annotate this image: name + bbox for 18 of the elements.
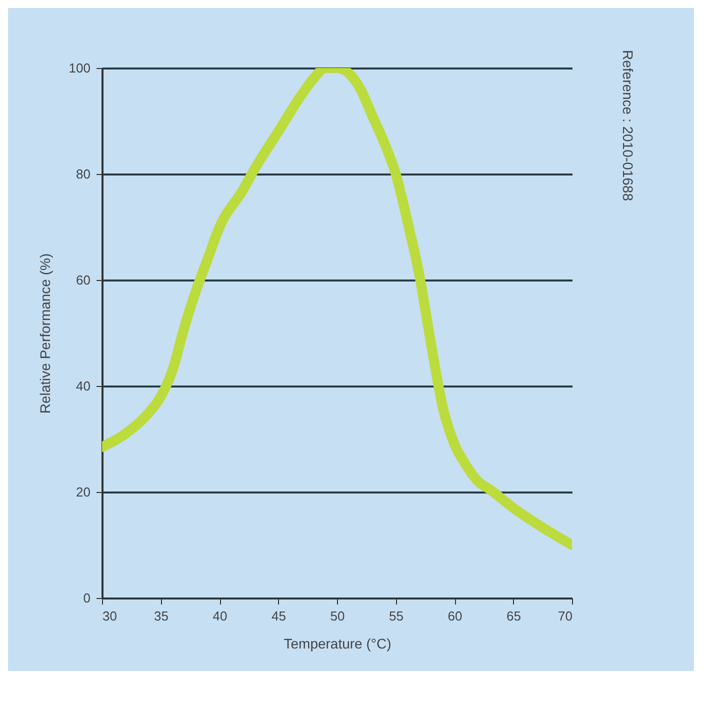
y-tick-label: 0 xyxy=(83,590,90,606)
x-tick-label: 65 xyxy=(506,608,521,624)
x-axis-title: Temperature (°C) xyxy=(284,636,392,652)
x-tick-label: 35 xyxy=(154,608,168,624)
x-tick-label: 30 xyxy=(102,608,117,624)
x-tick-label: 50 xyxy=(330,608,345,624)
y-tick-label: 100 xyxy=(68,60,90,76)
x-tick-label: 70 xyxy=(558,608,572,624)
y-tick-label: 40 xyxy=(76,378,90,394)
text: Reference : 2010-01688 xyxy=(620,50,636,202)
x-tick-label: 40 xyxy=(212,608,228,624)
y-tick-label: 60 xyxy=(76,272,90,288)
y-axis-title: Relative Performance (%) xyxy=(36,253,53,414)
x-tick-label: 45 xyxy=(272,608,286,624)
y-tick-label: 20 xyxy=(76,484,90,500)
x-tick-label: 60 xyxy=(448,608,462,624)
x-tick-label: 55 xyxy=(389,608,404,624)
y-tick-label: 80 xyxy=(76,166,90,182)
